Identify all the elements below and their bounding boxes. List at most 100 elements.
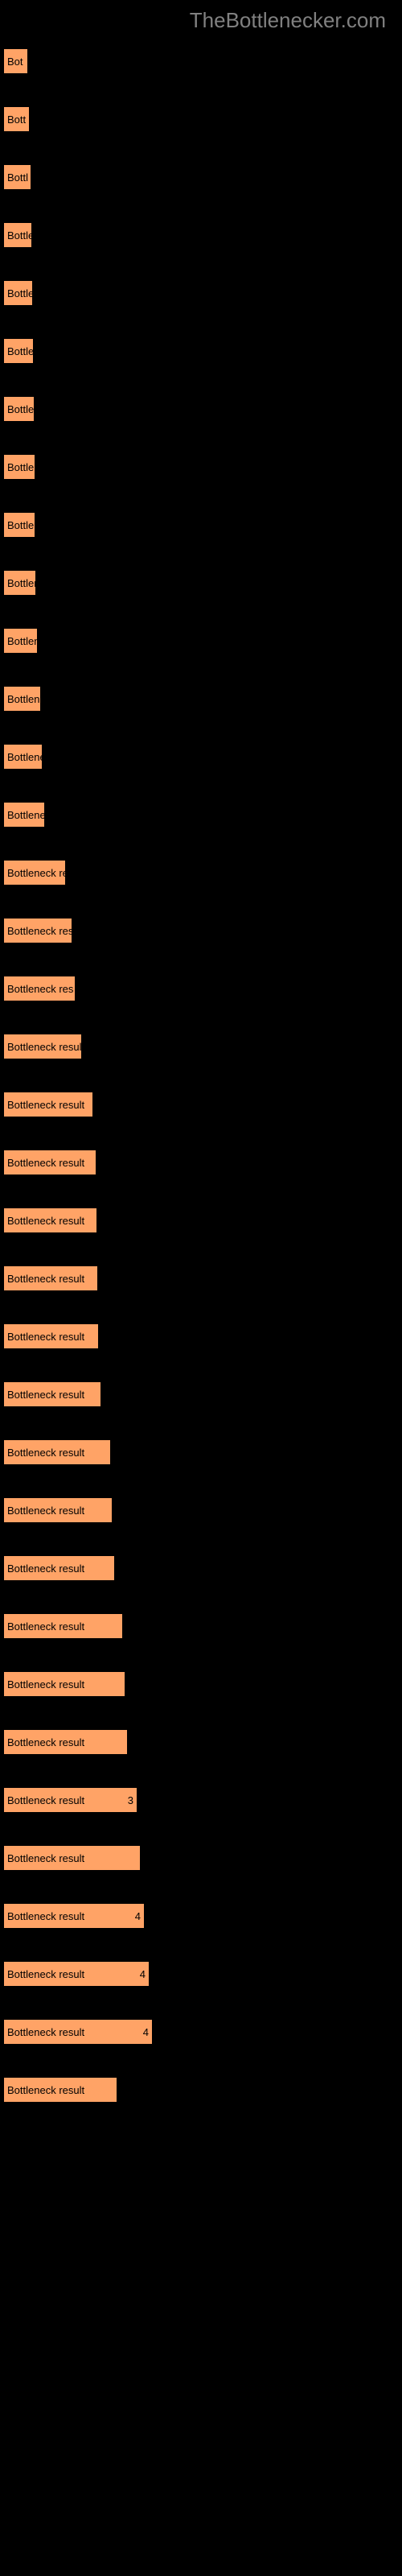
bar-label: Bottle <box>4 519 34 531</box>
bar: Bottle <box>4 397 34 421</box>
bar: Bot <box>4 49 27 73</box>
chart-row: Bottleneck result <box>4 1846 398 1870</box>
bar: Bottleneck result <box>4 1730 127 1754</box>
chart-row: Bottleneck result 4 <box>4 1962 398 1986</box>
chart-row: Bottle <box>4 455 398 479</box>
chart-row: Bottleneck result <box>4 1382 398 1406</box>
chart-row: Bottleneck result <box>4 1730 398 1754</box>
chart-row: Bottle <box>4 339 398 363</box>
bar-label: Bot <box>4 56 23 68</box>
bar-label: Bottleneck result <box>4 2026 84 2038</box>
bar-label: Bottle <box>4 345 33 357</box>
bar: Bottleneck result <box>4 1208 96 1232</box>
bottleneck-chart: Bot Bott Bottl Bottle Bottle Bottle Bottle Bott… <box>0 49 402 2102</box>
bar: Bottlen <box>4 629 37 653</box>
bar-label: Bottle <box>4 461 34 473</box>
bar-label: Bottleneck result <box>4 1215 84 1227</box>
chart-row: Bottleneck result <box>4 1034 398 1059</box>
bar: Bottleneck re <box>4 861 65 885</box>
bar: Bottleneck result <box>4 1440 110 1464</box>
site-title: TheBottlenecker.com <box>190 8 386 32</box>
bar: Bottleneck result <box>4 1092 92 1117</box>
bar-label: Bottleneck result <box>4 1157 84 1169</box>
bar-label: Bottleneck result <box>4 1099 84 1111</box>
chart-row: Bottleneck result <box>4 2078 398 2102</box>
chart-row: Bottle <box>4 513 398 537</box>
bar-label: Bottleneck result <box>4 1331 84 1343</box>
bar-label: Bottleneck result <box>4 925 72 937</box>
bar-value: 4 <box>135 1910 141 1922</box>
bar: Bott <box>4 107 29 131</box>
bar-label: Bottlene <box>4 751 42 763</box>
chart-row: Bottleneck result 4 <box>4 1904 398 1928</box>
bar: Bottle <box>4 455 35 479</box>
bar-label: Bottle <box>4 287 32 299</box>
chart-row: Bottleneck res <box>4 976 398 1001</box>
chart-row: Bottleneck result <box>4 1092 398 1117</box>
bar-label: Bottleneck result <box>4 1852 84 1864</box>
chart-row: Bottleneck result <box>4 1498 398 1522</box>
bar: Bottle <box>4 223 31 247</box>
bar-label: Bottleneck result <box>4 1273 84 1285</box>
bar: Bottleneck result 3 <box>4 1788 137 1812</box>
bar-label: Bottleneck result <box>4 1910 84 1922</box>
chart-row: Bottle <box>4 223 398 247</box>
chart-row: Bottleneck result 4 <box>4 2020 398 2044</box>
bar: Bottleneck res <box>4 976 75 1001</box>
bar-label: Bottleneck result <box>4 1389 84 1401</box>
chart-row: Bottlene <box>4 803 398 827</box>
bar: Bottleneck result <box>4 1672 125 1696</box>
bar: Bottleneck result <box>4 1034 81 1059</box>
chart-row: Bottleneck result <box>4 919 398 943</box>
bar-label: Bottleneck result <box>4 1041 81 1053</box>
chart-row: Bottleneck result <box>4 1672 398 1696</box>
bar-label: Bottlen <box>4 577 35 589</box>
bar: Bottleneck result <box>4 2078 117 2102</box>
bar: Bottle <box>4 513 35 537</box>
bar-label: Bottleneck result <box>4 1447 84 1459</box>
chart-row: Bottleneck result <box>4 1440 398 1464</box>
bar-value: 4 <box>140 1968 146 1980</box>
bar-label: Bottlen <box>4 635 37 647</box>
bar-label: Bottle <box>4 229 31 242</box>
bar-label: Bottleneck result <box>4 1794 84 1806</box>
bar-label: Bottleneck re <box>4 867 65 879</box>
chart-row: Bottleneck result <box>4 1324 398 1348</box>
bar: Bottleneck result <box>4 1266 97 1290</box>
bar-label: Bottlene <box>4 809 44 821</box>
chart-row: Bottlen <box>4 571 398 595</box>
bar-label: Bottleneck res <box>4 983 73 995</box>
bar: Bottleneck result 4 <box>4 2020 152 2044</box>
bar-label: Bottl <box>4 171 28 184</box>
bar: Bottleneck result <box>4 1498 112 1522</box>
bar-label: Bottleneck result <box>4 1736 84 1748</box>
bar: Bottlen <box>4 571 35 595</box>
bar-label: Bottleneck result <box>4 1620 84 1633</box>
chart-row: Bottlene <box>4 745 398 769</box>
bar-label: Bottleneck result <box>4 1563 84 1575</box>
chart-row: Bottlen <box>4 629 398 653</box>
chart-row: Bottleneck result <box>4 1150 398 1174</box>
bar: Bottl <box>4 165 31 189</box>
bar: Bottleneck result <box>4 919 72 943</box>
bar: Bottle <box>4 281 32 305</box>
chart-row: Bottl <box>4 165 398 189</box>
bar: Bottlene <box>4 687 40 711</box>
bar: Bottle <box>4 339 33 363</box>
bar: Bottleneck result 4 <box>4 1962 149 1986</box>
chart-row: Bottleneck result <box>4 1208 398 1232</box>
bar-label: Bottleneck result <box>4 1678 84 1690</box>
bar-value: 4 <box>143 2026 149 2038</box>
bar: Bottleneck result <box>4 1324 98 1348</box>
bar-label: Bottleneck result <box>4 2084 84 2096</box>
bar-value: 3 <box>128 1794 133 1806</box>
bar-label: Bottleneck result <box>4 1505 84 1517</box>
bar-label: Bottleneck result <box>4 1968 84 1980</box>
bar: Bottlene <box>4 803 44 827</box>
chart-row: Bottleneck result <box>4 1556 398 1580</box>
chart-row: Bottleneck result <box>4 1266 398 1290</box>
chart-row: Bottleneck result 3 <box>4 1788 398 1812</box>
bar: Bottleneck result <box>4 1382 100 1406</box>
bar: Bottleneck result <box>4 1150 96 1174</box>
chart-row: Bottle <box>4 281 398 305</box>
